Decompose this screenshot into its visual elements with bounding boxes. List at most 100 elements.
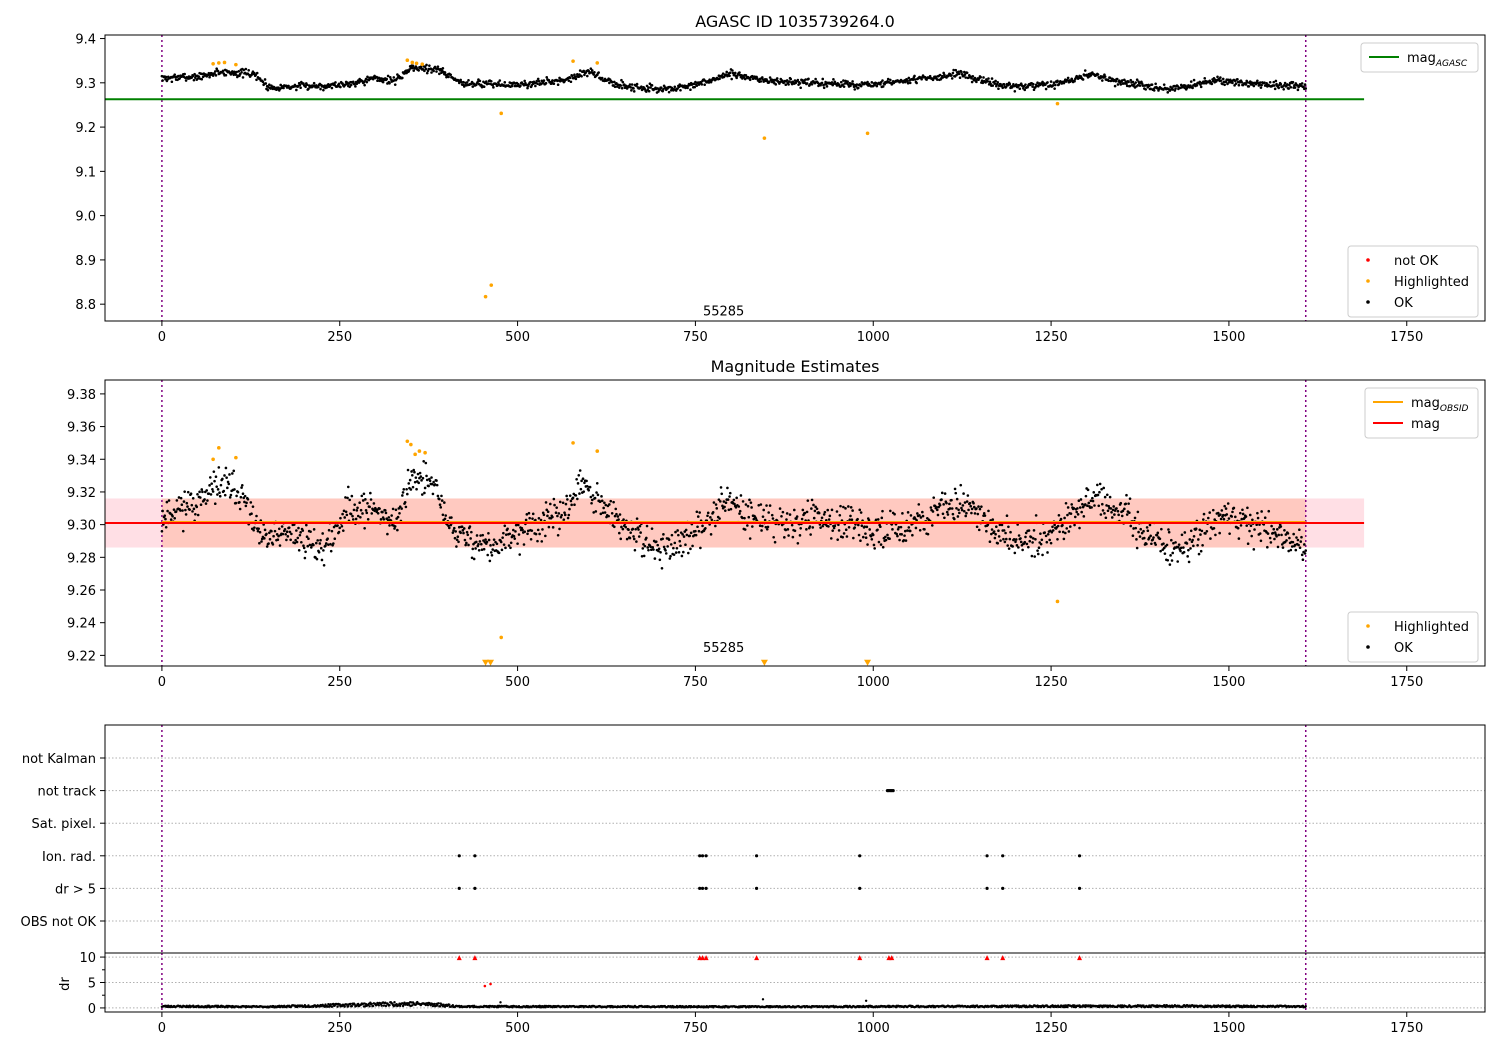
ok-point [215,485,218,488]
ok-point [462,527,466,530]
ok-point [208,476,212,479]
ok-point [706,511,710,515]
ok-point [1187,560,1191,564]
ok-point [978,507,982,511]
ok-point [951,512,955,516]
ok-point [733,502,736,506]
ok-point [723,505,726,509]
ok-point [536,539,539,543]
ok-point [296,536,300,540]
ok-point [595,481,599,485]
ok-point [465,81,469,84]
ok-point [179,496,183,500]
ok-point [1107,79,1111,83]
ok-point [432,480,435,484]
ok-point [529,538,533,541]
ok-point [864,536,868,540]
ok-point [509,546,512,550]
ok-point [529,80,532,84]
ok-point [1246,80,1249,84]
ok-point [243,500,246,504]
ok-point [261,80,265,84]
ok-point [544,501,548,504]
ok-point [694,533,698,537]
ok-point [1066,506,1070,509]
ok-point [1293,543,1297,547]
ok-point [647,86,650,89]
ok-point [213,72,216,75]
ok-point [898,538,901,542]
ok-point [1191,86,1194,90]
ok-point [253,526,256,529]
ok-point [895,532,899,536]
ok-point [1028,539,1032,543]
ok-point [649,86,652,89]
ok-point [812,516,816,520]
ok-point [909,514,913,517]
ok-point [514,530,517,533]
ok-point [324,544,327,547]
ok-point [322,88,325,92]
ok-point [163,514,167,517]
ok-point [1056,537,1059,541]
ok-point [298,83,302,87]
ok-point [970,80,974,84]
ok-point [1021,548,1024,552]
ok-point [784,528,788,532]
ok-point [953,487,957,491]
legend-marker-swatch [1366,645,1370,649]
dr-ok-point [401,1004,405,1008]
ok-point [223,474,226,477]
ok-point [1012,538,1016,541]
ok-point [470,556,474,560]
ok-point [1174,541,1177,544]
ok-point [312,81,316,85]
ok-point [1182,550,1186,554]
ok-point [197,75,201,78]
ok-point [918,528,922,532]
dr-ok-point [336,1005,339,1008]
ok-point [738,512,741,515]
ok-point [1247,85,1251,88]
ok-point [1123,507,1126,511]
ok-point [730,77,733,81]
ok-point [435,479,438,482]
ok-point [414,476,418,479]
ok-point [829,537,833,540]
ok-point [955,497,959,501]
ok-point [964,76,968,79]
ok-point [1151,538,1155,541]
ok-point [577,474,581,477]
ok-point [1002,537,1005,541]
ok-point [679,531,683,534]
ok-point [951,71,955,75]
ok-point [484,80,488,83]
ok-point [440,499,444,502]
ok-point [196,492,199,496]
dr-ok-point [350,1005,354,1008]
ok-point [481,533,485,537]
ok-point [1136,510,1140,514]
ok-point [512,528,515,532]
ok-point [666,545,669,548]
ok-point [554,511,558,515]
ok-point [625,537,629,541]
ok-point [161,79,164,82]
ok-point [410,470,413,473]
ok-point [1002,529,1006,532]
ok-point [1013,551,1017,555]
ok-point [551,515,554,519]
ok-point [929,506,933,509]
ok-point [332,542,335,545]
ok-point [307,87,310,91]
legend-marker-swatch [1366,258,1370,262]
ok-point [413,480,417,484]
ok-point [960,506,963,510]
ok-point [366,517,370,521]
ok-point [273,529,277,533]
ok-point [501,536,504,539]
ok-point [1268,80,1272,84]
ok-point [225,476,228,479]
ok-point [1118,79,1121,82]
ok-point [569,80,573,84]
